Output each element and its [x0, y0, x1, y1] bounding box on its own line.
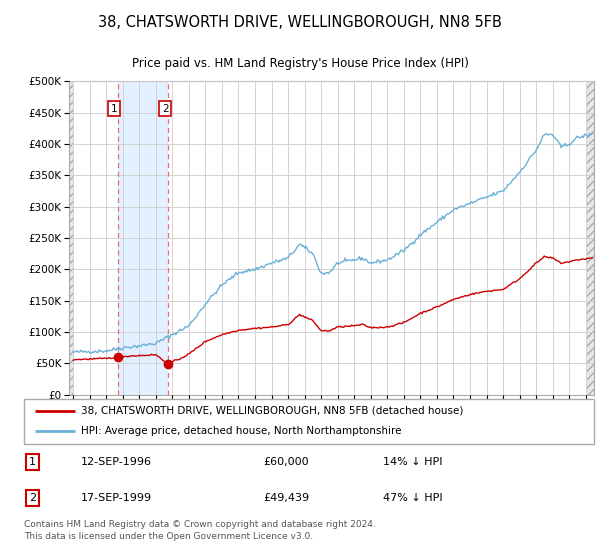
Text: 38, CHATSWORTH DRIVE, WELLINGBOROUGH, NN8 5FB (detached house): 38, CHATSWORTH DRIVE, WELLINGBOROUGH, NN…	[81, 406, 463, 416]
Text: £49,439: £49,439	[263, 493, 310, 503]
Text: 1: 1	[29, 457, 36, 467]
Text: Price paid vs. HM Land Registry's House Price Index (HPI): Price paid vs. HM Land Registry's House …	[131, 57, 469, 70]
Text: 14% ↓ HPI: 14% ↓ HPI	[383, 457, 443, 467]
Text: £60,000: £60,000	[263, 457, 309, 467]
Text: HPI: Average price, detached house, North Northamptonshire: HPI: Average price, detached house, Nort…	[81, 426, 401, 436]
FancyBboxPatch shape	[24, 399, 594, 444]
Text: 12-SEP-1996: 12-SEP-1996	[81, 457, 152, 467]
Text: 1: 1	[110, 104, 117, 114]
Text: 2: 2	[29, 493, 36, 503]
Bar	[69, 81, 73, 395]
Bar	[587, 81, 594, 395]
Text: Contains HM Land Registry data © Crown copyright and database right 2024.
This d: Contains HM Land Registry data © Crown c…	[24, 520, 376, 541]
Text: 2: 2	[162, 104, 169, 114]
Text: 17-SEP-1999: 17-SEP-1999	[81, 493, 152, 503]
Bar	[118, 81, 167, 395]
Text: 47% ↓ HPI: 47% ↓ HPI	[383, 493, 443, 503]
Text: 38, CHATSWORTH DRIVE, WELLINGBOROUGH, NN8 5FB: 38, CHATSWORTH DRIVE, WELLINGBOROUGH, NN…	[98, 15, 502, 30]
